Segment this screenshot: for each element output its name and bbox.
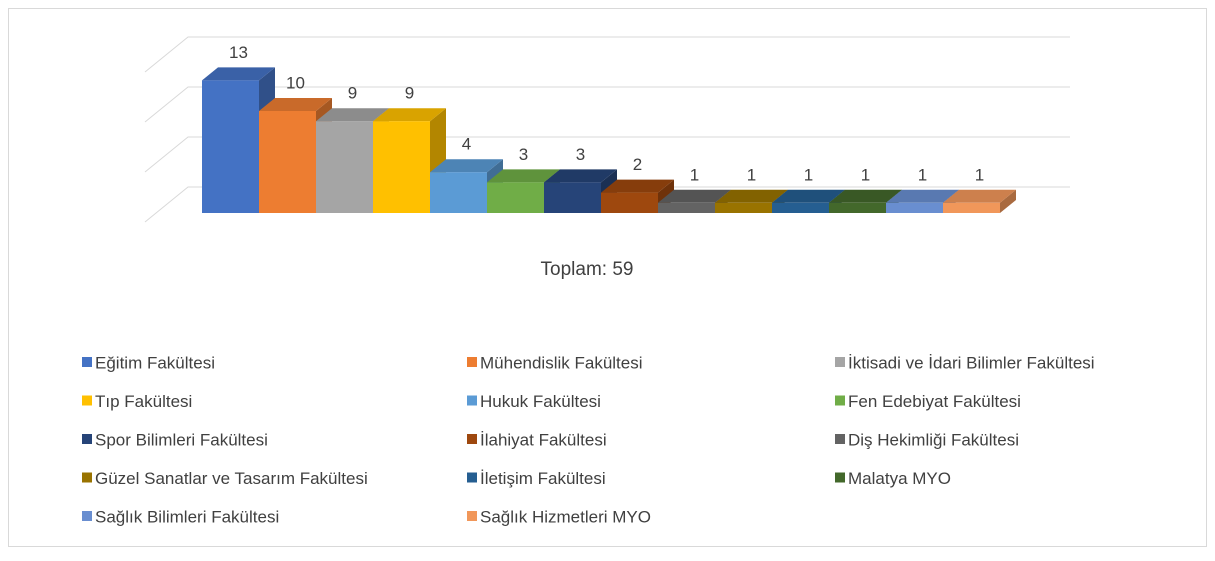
bar <box>259 111 316 213</box>
value-label: 1 <box>918 165 927 184</box>
value-label: 1 <box>975 165 984 184</box>
grid-line <box>144 86 1070 123</box>
bar <box>715 202 772 213</box>
legend-label: İletişim Fakültesi <box>480 469 606 488</box>
grid-line <box>144 36 1070 73</box>
legend-swatch <box>835 472 845 483</box>
bar-top <box>886 189 959 203</box>
legend-swatch <box>467 357 477 367</box>
value-label: 3 <box>519 145 528 164</box>
value-label: 4 <box>462 135 471 154</box>
legend-label: Sağlık Bilimleri Fakültesi <box>95 507 279 526</box>
value-label: 9 <box>405 84 414 103</box>
legend-label: Güzel Sanatlar ve Tasarım Fakültesi <box>95 469 368 488</box>
legend-label: Mühendislik Fakültesi <box>480 353 643 372</box>
bar <box>202 80 259 214</box>
bar-top <box>772 189 845 203</box>
value-label: 9 <box>348 84 357 103</box>
legend-label: Sağlık Hizmetleri MYO <box>480 507 651 526</box>
bar-top <box>829 189 902 203</box>
legend-swatch <box>82 395 92 406</box>
legend-swatch <box>82 511 92 521</box>
legend-label: Tıp Fakültesi <box>95 392 192 411</box>
legend-label: Malatya MYO <box>848 469 951 488</box>
value-label: 10 <box>286 73 305 92</box>
bar-top <box>601 179 674 193</box>
value-label: 1 <box>690 165 699 184</box>
legend-label: Hukuk Fakültesi <box>480 392 601 411</box>
bar-top <box>715 189 788 203</box>
bar-top <box>373 108 446 122</box>
bar-top <box>430 159 503 173</box>
legend-label: Eğitim Fakültesi <box>95 353 215 372</box>
bar <box>772 202 829 213</box>
value-label: 1 <box>861 165 870 184</box>
value-label: 2 <box>633 155 642 174</box>
legend-swatch <box>835 357 845 367</box>
grid-line <box>144 186 1070 223</box>
bar <box>316 121 373 213</box>
legend-label: İlahiyat Fakültesi <box>480 430 607 449</box>
bar-side <box>1000 189 1016 213</box>
bar <box>601 192 658 213</box>
legend-swatch <box>835 395 845 406</box>
bar-top <box>943 189 1016 203</box>
value-label: 1 <box>804 165 813 184</box>
legend-swatch <box>467 511 477 521</box>
bar-top <box>658 189 731 203</box>
legend-swatch <box>467 472 477 483</box>
legend-swatch <box>467 434 477 444</box>
bar <box>943 202 1000 213</box>
bar <box>373 121 430 213</box>
legend-label: İktisadi ve İdari Bilimler Fakültesi <box>848 353 1095 372</box>
legend-label: Spor Bilimleri Fakültesi <box>95 430 268 449</box>
bar <box>829 202 886 213</box>
legend-swatch <box>82 434 92 444</box>
legend-label: Diş Hekimliği Fakültesi <box>848 430 1019 449</box>
bar <box>544 182 601 213</box>
bar <box>487 182 544 213</box>
grid-line <box>144 136 1070 173</box>
legend-swatch <box>467 395 477 406</box>
annotation: Toplam: 59 <box>541 259 634 280</box>
bar-top <box>202 67 275 81</box>
bar-top <box>259 98 332 111</box>
bar <box>430 172 487 213</box>
bar-top <box>316 108 389 122</box>
legend-swatch <box>835 434 845 444</box>
bar-top <box>487 169 560 183</box>
value-label: 13 <box>229 43 248 62</box>
legend-swatch <box>82 472 92 483</box>
bar <box>658 202 715 213</box>
legend-swatch <box>82 357 92 367</box>
legend-label: Fen Edebiyat Fakültesi <box>848 392 1021 411</box>
value-label: 1 <box>747 165 756 184</box>
value-label: 3 <box>576 145 585 164</box>
bar-top <box>544 169 617 183</box>
bar <box>886 202 943 213</box>
